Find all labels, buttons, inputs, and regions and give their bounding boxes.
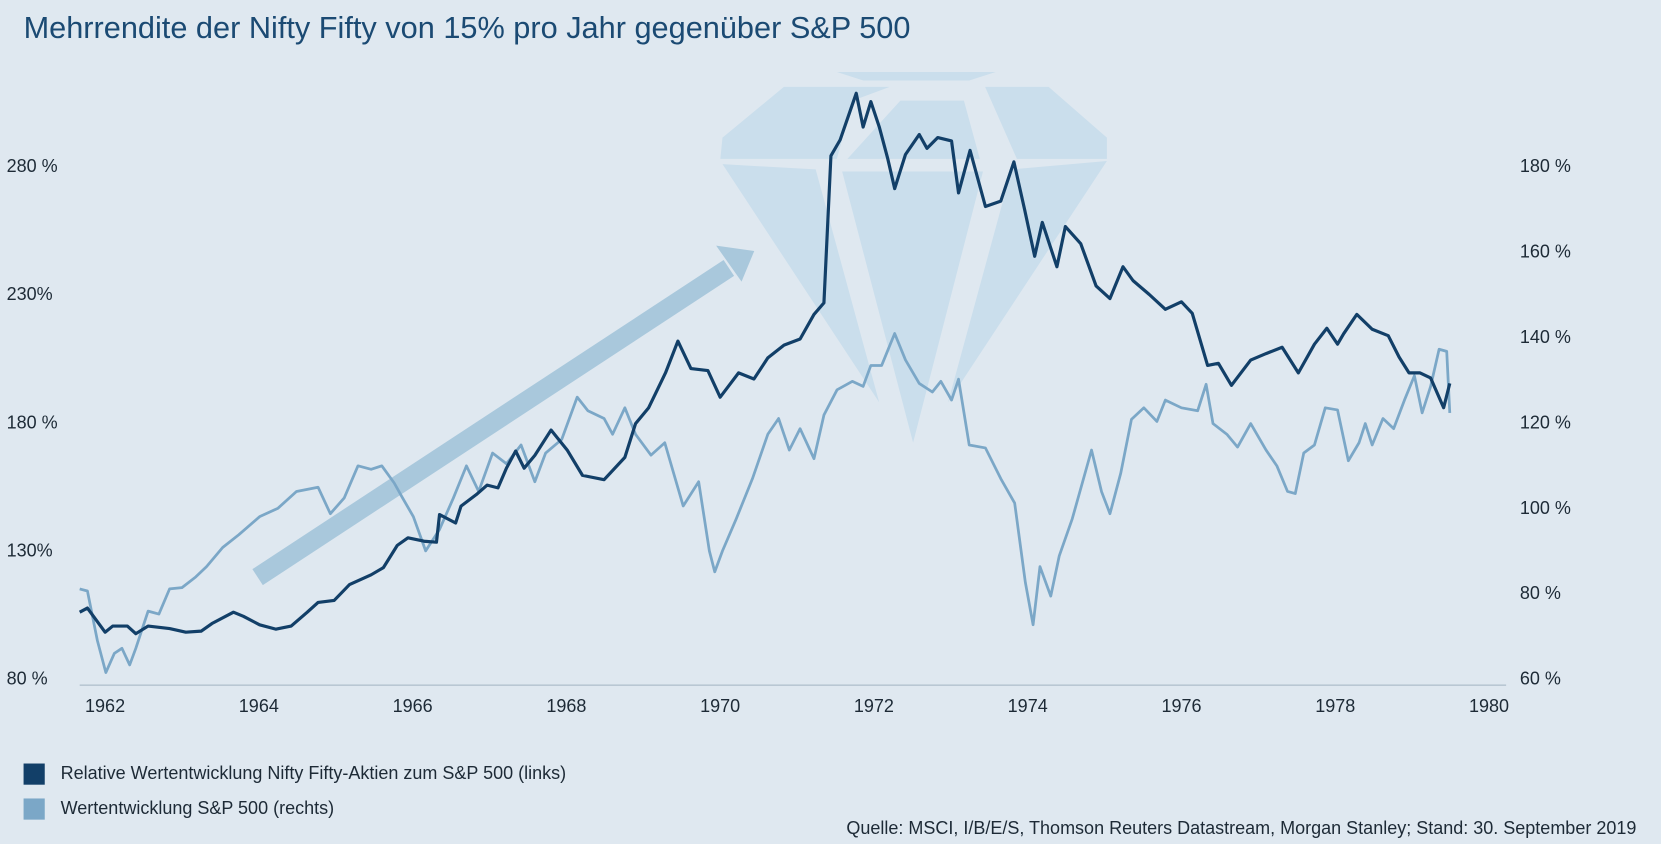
x-tick-label: 1968 — [546, 696, 586, 716]
arrow-shaft — [252, 259, 735, 586]
data-line — [78, 91, 1452, 636]
y2-tick-label: 120 % — [1520, 412, 1571, 432]
diamond-facet — [948, 160, 1107, 403]
x-tick-label: 1964 — [239, 696, 279, 716]
diamond-top — [836, 72, 996, 81]
chart-title: Mehrrendite der Nifty Fifty von 15% pro … — [24, 10, 911, 45]
legend-label: Wertentwicklung S&P 500 (rechts) — [61, 798, 334, 818]
diamond-facet — [720, 86, 890, 159]
y2-tick-label: 140 % — [1520, 327, 1571, 347]
x-tick-label: 1980 — [1469, 696, 1509, 716]
x-tick-label: 1974 — [1008, 696, 1048, 716]
x-tick-label: 1966 — [393, 696, 433, 716]
y-tick-label: 80 % — [7, 669, 48, 689]
y-tick-label: 130% — [7, 540, 53, 560]
arrow-head — [716, 245, 755, 282]
y2-tick-label: 180 % — [1520, 156, 1571, 176]
diamond-facet — [985, 86, 1107, 159]
y-tick-label: 230% — [7, 284, 53, 304]
source-note: Quelle: MSCI, I/B/E/S, Thomson Reuters D… — [846, 818, 1636, 838]
arrow-decoration — [252, 245, 755, 586]
diamond-facet — [842, 171, 983, 443]
y-tick-label: 280 % — [7, 156, 58, 176]
legend-swatch — [23, 798, 45, 820]
x-tick-label: 1970 — [700, 696, 740, 716]
y2-tick-label: 80 % — [1520, 583, 1561, 603]
x-tick-label: 1978 — [1315, 696, 1355, 716]
legend-swatch — [23, 763, 45, 785]
data-line — [79, 332, 1452, 674]
legend-label: Relative Wertentwicklung Nifty Fifty-Akt… — [61, 763, 567, 783]
x-tick-label: 1972 — [854, 696, 894, 716]
y2-tick-label: 100 % — [1520, 498, 1571, 518]
y2-tick-label: 160 % — [1520, 241, 1571, 261]
x-tick-label: 1976 — [1161, 696, 1201, 716]
y2-tick-label: 60 % — [1520, 669, 1561, 689]
x-tick-label: 1962 — [85, 696, 125, 716]
diamond-facet — [847, 100, 980, 159]
y-tick-label: 180 % — [7, 412, 58, 432]
